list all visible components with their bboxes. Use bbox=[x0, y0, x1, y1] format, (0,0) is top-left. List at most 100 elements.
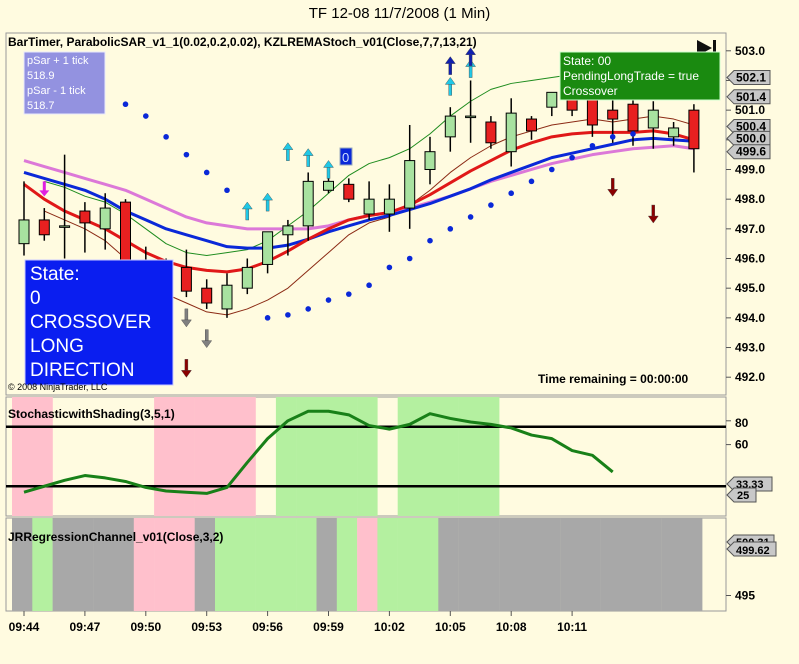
stoch-shade-band bbox=[478, 397, 500, 516]
candle-body bbox=[201, 287, 213, 304]
sell-signal-arrow bbox=[181, 359, 192, 378]
x-tick-label: 09:47 bbox=[70, 620, 101, 634]
sell-signal-arrow bbox=[181, 308, 192, 328]
sell-signal-arrow bbox=[201, 329, 213, 348]
regression-shade-band bbox=[52, 518, 74, 611]
x-tick-label: 09:44 bbox=[9, 620, 40, 634]
price-tick-label: 498.0 bbox=[735, 192, 765, 206]
sar-dot bbox=[386, 264, 393, 271]
regression-shade-band bbox=[377, 518, 398, 611]
stoch-shade-band bbox=[357, 397, 378, 516]
x-tick-label: 09:56 bbox=[252, 620, 283, 634]
price-tick-label: 499.0 bbox=[735, 162, 765, 176]
candle-body bbox=[383, 198, 395, 215]
candle-body bbox=[79, 210, 91, 224]
regression-shade-band bbox=[539, 518, 561, 611]
regression-shade-band bbox=[72, 518, 94, 611]
candle-body bbox=[343, 183, 355, 200]
sar-dot bbox=[406, 255, 413, 262]
sar-dot bbox=[305, 306, 312, 312]
candle-body bbox=[647, 109, 659, 129]
sar-dot bbox=[224, 187, 230, 194]
regression-shade-band bbox=[519, 518, 540, 611]
candle-body bbox=[688, 109, 700, 150]
price-tick-label: 495.0 bbox=[735, 281, 765, 295]
buy-signal-arrow bbox=[444, 56, 456, 75]
svg-text:502.1: 502.1 bbox=[736, 71, 766, 85]
price-axis-tag: 499.6 bbox=[726, 144, 771, 160]
candle-body bbox=[627, 103, 639, 132]
regression-shade-band bbox=[133, 518, 155, 611]
sar-dot bbox=[569, 154, 575, 161]
stoch-tick-label: 60 bbox=[735, 438, 749, 452]
x-tick-label: 10:05 bbox=[435, 620, 466, 634]
price-axis-tag: 500.0 bbox=[726, 130, 771, 146]
zero-marker: 0 bbox=[339, 147, 353, 166]
price-axis-tag: 500.4 bbox=[726, 118, 771, 134]
stoch-indicator-label: StochasticwithShading(3,5,1) bbox=[8, 407, 175, 421]
candle-body bbox=[18, 219, 30, 245]
stoch-level-tag: 25 bbox=[726, 487, 757, 503]
sar-dot bbox=[467, 214, 474, 220]
regression-indicator-label: JRRegressionChannel_v01(Close,3,2) bbox=[8, 530, 223, 544]
sar-dot bbox=[549, 166, 555, 173]
buy-signal-arrow bbox=[262, 192, 273, 212]
candle-body bbox=[262, 231, 274, 265]
window-title: TF 12-08 11/7/2008 (1 Min) bbox=[308, 5, 491, 22]
regression-last-value-tag: 499.62 bbox=[726, 541, 777, 557]
blue-ema-line bbox=[23, 136, 695, 250]
state-big-line-3: CROSSOVER bbox=[30, 312, 151, 333]
regression-shade-band bbox=[32, 518, 53, 611]
regression-shade-band bbox=[174, 518, 195, 611]
regression-shade-band bbox=[296, 518, 317, 611]
price-tick-label: 492.0 bbox=[735, 370, 765, 384]
regression-shade-band bbox=[154, 518, 175, 611]
regression-shade-band bbox=[641, 518, 662, 611]
candle-body bbox=[221, 284, 233, 310]
sar-dot bbox=[427, 237, 433, 244]
chart[interactable]: 492.0 493.0 494.0 495.0 496.0 497.0 498.0 499.0… bbox=[0, 28, 799, 664]
candle-body bbox=[120, 201, 131, 262]
sar-dot bbox=[630, 131, 636, 137]
x-tick-label: 10:08 bbox=[496, 620, 527, 634]
price-axis-tag: 502.1 bbox=[726, 70, 771, 86]
stoch-tick-label: 80 bbox=[735, 416, 749, 430]
regression-shade-band bbox=[12, 518, 33, 611]
candle-body bbox=[404, 160, 416, 209]
candle-body bbox=[241, 266, 253, 289]
state-line-2: PendingLongTrade = true bbox=[563, 69, 699, 83]
regression-shade-band bbox=[418, 518, 439, 611]
candle-body bbox=[526, 118, 537, 132]
stoch-shade-band bbox=[275, 397, 297, 516]
regression-shade-band bbox=[194, 518, 216, 611]
candle-body bbox=[323, 180, 334, 191]
buy-signal-arrow bbox=[282, 142, 294, 161]
stochastic-line bbox=[23, 409, 614, 495]
stoch-shade-band bbox=[397, 397, 419, 516]
copyright-text: © 2008 NinjaTrader, LLC bbox=[8, 382, 108, 392]
candle-body bbox=[282, 225, 294, 236]
regression-shade-band bbox=[336, 518, 358, 611]
sell-signal-arrow bbox=[647, 204, 659, 224]
state-big-line-1: State: bbox=[30, 264, 80, 285]
buy-signal-arrow bbox=[444, 77, 456, 96]
psar-info-box: pSar + 1 tick 518.9 pSar - 1 tick 518.7 bbox=[23, 51, 106, 115]
price-axis-tag: 501.4 bbox=[726, 89, 771, 105]
sar-dot bbox=[264, 315, 271, 321]
regression-shade-band bbox=[255, 518, 277, 611]
price-indicator-label: BarTimer, ParabolicSAR_v1_1(0.02,0.2,0.0… bbox=[8, 35, 477, 49]
svg-text:499.6: 499.6 bbox=[736, 145, 766, 159]
x-tick-label: 10:02 bbox=[374, 620, 405, 634]
candle-body bbox=[302, 180, 314, 227]
state-big-line-4: LONG bbox=[30, 336, 84, 357]
sell-signal-arrow bbox=[607, 178, 619, 197]
price-tick-label: 496.0 bbox=[735, 252, 765, 266]
sar-dot bbox=[183, 151, 190, 158]
svg-text:501.4: 501.4 bbox=[736, 90, 766, 104]
x-tick-label: 09:53 bbox=[191, 620, 222, 634]
x-tick-label: 09:59 bbox=[313, 620, 344, 634]
sar-dot bbox=[203, 169, 210, 176]
regression-shade-band bbox=[580, 518, 601, 611]
sar-dot bbox=[346, 291, 352, 297]
candle-body bbox=[363, 198, 375, 215]
